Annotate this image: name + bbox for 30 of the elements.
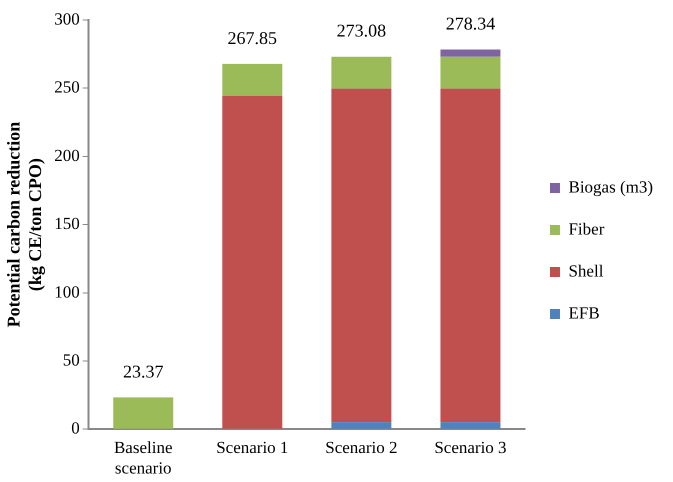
legend-label: Fiber (568, 219, 605, 238)
legend-label: Shell (568, 261, 604, 280)
legend-label: Biogas (m3) (568, 177, 654, 196)
legend-label: EFB (568, 303, 600, 322)
y-tick-label: 50 (62, 350, 80, 370)
total-label: 267.85 (228, 28, 278, 48)
bar (440, 422, 500, 429)
x-tick-label: Scenario 2 (325, 438, 398, 457)
y-tick-label: 300 (54, 9, 80, 28)
bar (331, 422, 392, 429)
x-tick-label: Scenario 3 (434, 438, 507, 457)
total-label: 23.37 (122, 361, 164, 382)
bar (440, 88, 500, 422)
y-tick-label: 100 (54, 282, 80, 302)
bar (113, 397, 174, 429)
y-axis-title: Potential carbon reduction (kg CE/ton CPO) (3, 122, 46, 328)
y-tick-label: 0 (71, 418, 80, 438)
total-label: 278.34 (446, 14, 496, 34)
y-tick-label: 200 (54, 146, 80, 165)
total-label: 273.08 (336, 20, 386, 41)
bar (222, 96, 282, 429)
bar (331, 56, 392, 89)
bar (331, 88, 392, 422)
bar (222, 64, 282, 96)
bar (440, 56, 500, 89)
bar (440, 50, 500, 57)
y-tick-label: 250 (54, 78, 80, 97)
x-tick-label: Baseline scenario (114, 438, 173, 478)
x-tick-label: Scenario 1 (216, 438, 288, 457)
y-tick-label: 150 (54, 214, 80, 234)
